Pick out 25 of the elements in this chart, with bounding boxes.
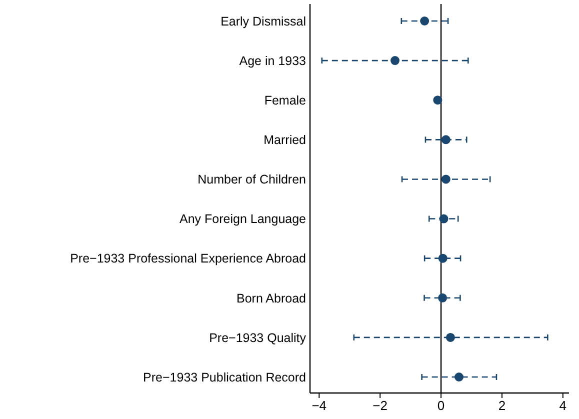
point	[433, 96, 442, 105]
y-tick-label: Any Foreign Language	[180, 212, 306, 226]
point	[438, 254, 448, 263]
point	[441, 174, 450, 184]
y-tick-label: Female	[264, 93, 306, 108]
x-tick-label: −4	[312, 398, 327, 413]
x-tick-label: 2	[498, 398, 506, 413]
y-tick-label: Age in 1933	[239, 54, 306, 68]
x-tick-label: 4	[559, 398, 567, 413]
point	[420, 16, 430, 26]
y-tick-label: Early Dismissal	[220, 14, 306, 28]
y-tick-label: Pre−1933 Publication Record	[143, 370, 306, 384]
y-tick-label: Pre−1933 Quality	[209, 330, 307, 345]
x-tick-label: −2	[372, 398, 388, 413]
y-tick-label: Number of Children	[198, 172, 306, 187]
point	[438, 293, 448, 302]
y-tick-label: Married	[264, 133, 306, 148]
point	[454, 372, 464, 382]
x-tick-label: 0	[437, 398, 445, 413]
y-tick-label: Pre−1933 Professional Experience Abroad	[70, 252, 306, 266]
point	[446, 332, 455, 342]
point	[390, 56, 400, 66]
point	[439, 214, 448, 224]
y-tick-label: Born Abroad	[236, 291, 306, 306]
point	[441, 135, 450, 144]
